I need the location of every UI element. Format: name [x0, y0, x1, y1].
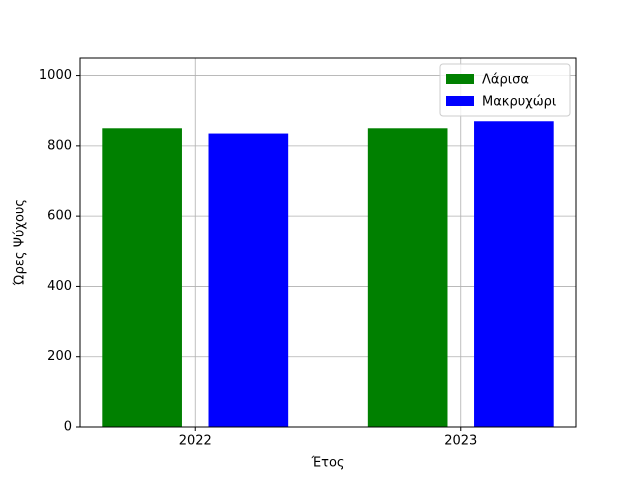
y-tick-label: 200 — [47, 349, 72, 364]
x-tick-label: 2023 — [444, 434, 477, 449]
bar — [367, 128, 448, 428]
axes-frame — [79, 57, 577, 428]
legend-swatch — [446, 96, 474, 106]
legend-label: Λάρισα — [482, 73, 529, 88]
y-tick-label: 1000 — [39, 68, 72, 83]
y-tick-label: 800 — [47, 138, 72, 153]
y-tick-label: 400 — [47, 279, 72, 294]
x-tick-label: 2022 — [179, 434, 212, 449]
y-tick-label: 0 — [64, 420, 72, 435]
bar — [102, 128, 182, 428]
legend: Λάρισα Μακρυχώρι — [439, 63, 571, 117]
y-tick-label: 600 — [47, 209, 72, 224]
legend-swatch — [446, 74, 474, 84]
bar — [208, 133, 289, 428]
y-axis-label: Ώρες Ψύχους — [13, 199, 28, 286]
legend-label: Μακρυχώρι — [482, 95, 556, 110]
x-axis-label: Έτος — [310, 456, 344, 471]
bar — [474, 121, 554, 427]
